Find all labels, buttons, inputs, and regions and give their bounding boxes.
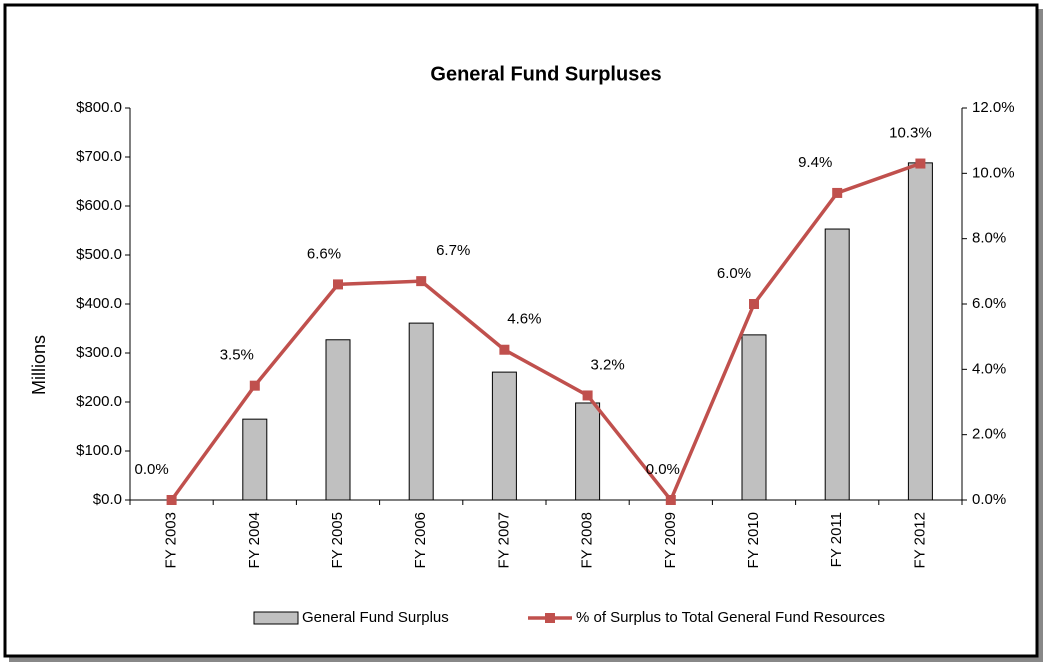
line [170,161,921,504]
bar [824,228,850,501]
legend-swatch [545,613,555,623]
y2-tick-label: 6.0% [972,295,1006,312]
y-tick-label: $400.0 [76,295,122,312]
y2-tick-label: 10.0% [972,164,1015,181]
y-tick-label: $300.0 [76,344,122,361]
legend-label: % of Surplus to Total General Fund Resou… [576,609,885,626]
marker [416,276,427,287]
marker [582,390,593,401]
x-tick-label: FY 2003 [163,512,180,568]
y-axis-label: Millions [29,335,49,395]
x-tick-label: FY 2007 [495,512,512,568]
y2-tick-label: 2.0% [972,426,1006,443]
frame [3,3,1039,658]
bar [408,322,434,501]
marker [249,380,260,391]
y-tick-label: $100.0 [76,442,122,459]
data-label: 6.7% [436,242,470,259]
x-tick-label: FY 2012 [911,512,928,568]
x-tick-label: FY 2011 [828,512,845,567]
x-tick-label: FY 2008 [579,512,596,568]
y-tick-label: $800.0 [76,99,122,116]
x-tick-label: FY 2005 [329,512,346,568]
data-label: 4.6% [507,311,541,328]
chart-title: General Fund Surpluses [430,63,661,85]
marker [832,187,843,198]
bar [325,339,351,501]
legend-swatch [253,611,299,625]
x-tick-label: FY 2004 [246,512,263,568]
x-tick-label: FY 2009 [662,512,679,568]
bar [741,334,767,501]
y2-tick-label: 0.0% [972,491,1006,508]
legend-label: General Fund Surplus [302,609,449,626]
y-tick-label: $0.0 [93,491,122,508]
data-label: 10.3% [889,125,932,142]
bar [907,162,933,501]
y2-tick-label: 4.0% [972,360,1006,377]
marker [166,495,177,505]
data-label: 9.4% [798,154,832,171]
bar [242,418,268,501]
data-label: 3.2% [590,356,624,373]
data-label: 6.0% [717,265,751,282]
y2-tick-label: 8.0% [972,230,1006,247]
y2-tick-label: 12.0% [972,99,1015,116]
y-tick-label: $700.0 [76,148,122,165]
marker [499,344,510,355]
bar [575,402,601,501]
data-label: 3.5% [220,347,254,364]
marker [665,495,676,505]
y-tick-label: $500.0 [76,246,122,263]
y-tick-label: $200.0 [76,393,122,410]
x-tick-label: FY 2006 [412,512,429,568]
marker [749,299,759,309]
marker [333,279,343,290]
bar [491,371,517,501]
marker [915,158,926,169]
data-label: 6.6% [307,245,341,262]
y-tick-label: $600.0 [76,197,122,214]
data-label: 0.0% [134,461,168,478]
data-label: 0.0% [646,461,680,478]
x-tick-label: FY 2010 [745,512,762,568]
